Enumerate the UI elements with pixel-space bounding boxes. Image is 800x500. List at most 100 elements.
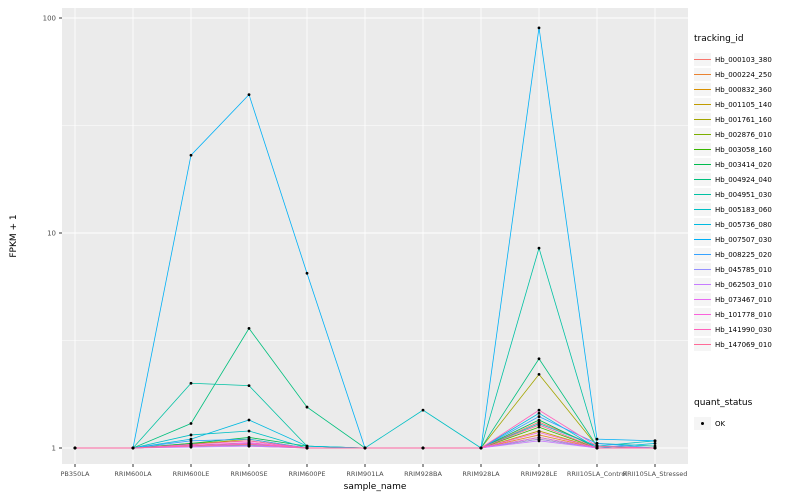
legend-entry-Hb_001761_160: Hb_001761_160 (694, 112, 798, 127)
data-point (305, 446, 309, 450)
legend-entry-Hb_101778_010: Hb_101778_010 (694, 307, 798, 322)
legend-label: Hb_005736_080 (715, 220, 772, 229)
legend-title-quant-status: quant_status (694, 398, 753, 408)
line-key (694, 203, 711, 216)
line-key (694, 218, 711, 231)
legend-entry-Hb_001105_140: Hb_001105_140 (694, 97, 798, 112)
data-point (653, 442, 657, 445)
series-color-line-icon (694, 59, 711, 60)
legend-entry-Hb_045785_010: Hb_045785_010 (694, 262, 798, 277)
legend-entry-Hb_004951_030: Hb_004951_030 (694, 187, 798, 202)
data-point (189, 433, 193, 437)
data-point (247, 442, 251, 446)
legend-label: Hb_147069_010 (715, 340, 772, 349)
series-color-line-icon (694, 89, 711, 90)
legend-label: Hb_002876_010 (715, 130, 772, 139)
data-point (595, 446, 599, 450)
legend-label: Hb_005183_060 (715, 205, 772, 214)
legend-entry-Hb_000224_250: Hb_000224_250 (694, 67, 798, 82)
data-point (247, 429, 251, 433)
series-color-line-icon (694, 134, 711, 135)
data-point (73, 446, 77, 450)
legend-label: Hb_004951_030 (715, 190, 772, 199)
series-color-line-icon (694, 329, 711, 330)
legend-label: Hb_004924_040 (715, 175, 772, 184)
legend-label: Hb_000224_250 (715, 70, 772, 79)
series-color-line-icon (694, 284, 711, 285)
legend-entry-Hb_004924_040: Hb_004924_040 (694, 172, 798, 187)
line-key (694, 158, 711, 171)
x-axis-title: sample_name (343, 482, 407, 492)
data-point (247, 326, 251, 330)
series-color-line-icon (694, 224, 711, 225)
data-point (421, 408, 425, 412)
series-color-line-icon (694, 314, 711, 315)
data-point (537, 411, 541, 415)
data-point (537, 357, 541, 361)
data-point (305, 271, 309, 275)
y-axis-title: FPKM + 1 (9, 214, 19, 258)
data-point (131, 446, 135, 450)
line-key (694, 83, 711, 96)
line-key (694, 323, 711, 336)
line-key (694, 128, 711, 141)
line-key (694, 113, 711, 126)
legend-label: Hb_003414_020 (715, 160, 772, 169)
data-point (537, 246, 541, 250)
x-tick-label: RRIM600LA (114, 470, 152, 478)
legend-entry-Hb_000103_380: Hb_000103_380 (694, 52, 798, 67)
data-point (537, 418, 541, 422)
x-tick-label: RRIM928LA (462, 470, 500, 478)
y-tick-label: 1 (52, 445, 56, 453)
data-point (537, 372, 541, 376)
data-point (537, 425, 541, 429)
legend-label: Hb_001761_160 (715, 115, 772, 124)
x-tick-label: RRIM600SE (230, 470, 267, 478)
line-key (694, 68, 711, 81)
legend-label: Hb_007507_030 (715, 235, 772, 244)
series-color-line-icon (694, 104, 711, 105)
data-point (537, 439, 541, 443)
line-key (694, 293, 711, 306)
legend-label: Hb_003058_160 (715, 145, 772, 154)
x-tick-label: RRIM928LE (521, 470, 558, 478)
data-point (421, 446, 425, 450)
legend-entry-Hb_003414_020: Hb_003414_020 (694, 157, 798, 172)
legend-entry-Hb_062503_010: Hb_062503_010 (694, 277, 798, 292)
series-color-line-icon (694, 74, 711, 75)
line-key (694, 173, 711, 186)
legend-entry-Hb_073467_010: Hb_073467_010 (694, 292, 798, 307)
legend-entry-ok: OK (694, 416, 798, 431)
series-color-line-icon (694, 119, 711, 120)
series-color-line-icon (694, 299, 711, 300)
x-tick-label: RRIM600LE (173, 470, 210, 478)
x-tick-label: RRII105LA_Stressed (623, 470, 688, 478)
data-point (537, 415, 541, 418)
legend: tracking_id Hb_000103_380 Hb_000224_250 Hb… (694, 34, 798, 431)
data-point (595, 442, 599, 445)
data-point (595, 437, 599, 441)
legend-label: Hb_000103_380 (715, 55, 772, 64)
data-point (537, 436, 541, 439)
data-point (189, 153, 193, 157)
legend-label: Hb_045785_010 (715, 265, 772, 274)
series-color-line-icon (694, 179, 711, 180)
y-tick-label: 10 (47, 230, 56, 238)
legend-label-ok: OK (715, 419, 726, 428)
legend-entry-Hb_007507_030: Hb_007507_030 (694, 232, 798, 247)
series-color-line-icon (694, 344, 711, 345)
point-key (694, 417, 711, 430)
data-point (189, 439, 193, 443)
line-key (694, 53, 711, 66)
legend-entry-Hb_000832_360: Hb_000832_360 (694, 82, 798, 97)
data-point (537, 431, 541, 434)
legend-label: Hb_001105_140 (715, 100, 772, 109)
data-point (247, 439, 251, 443)
legend-entry-Hb_141990_030: Hb_141990_030 (694, 322, 798, 337)
data-point (653, 446, 657, 450)
data-point (189, 444, 193, 448)
series-color-line-icon (694, 239, 711, 240)
data-point (305, 405, 309, 409)
